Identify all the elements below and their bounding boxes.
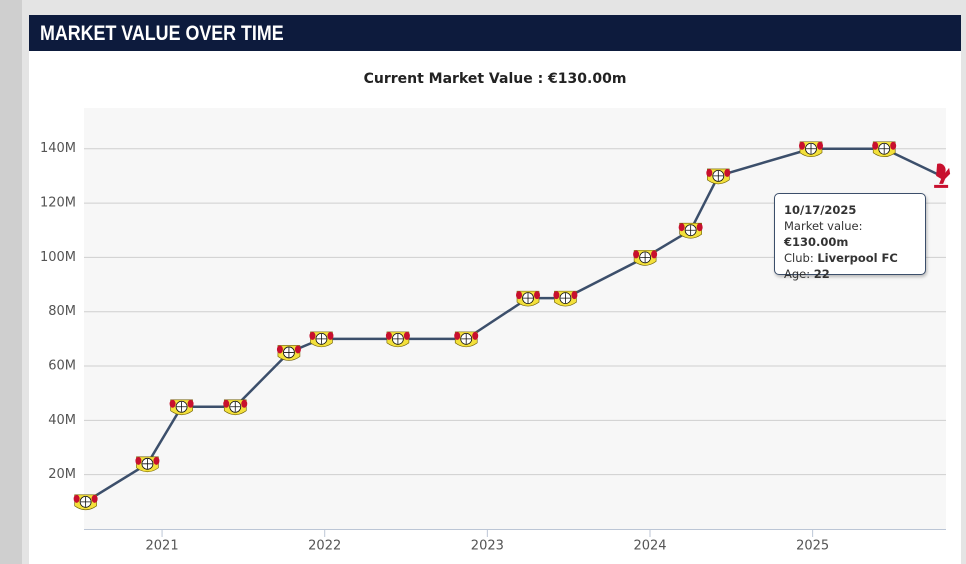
crest-lion-left (706, 168, 713, 177)
x-tick-label: 2021 (146, 539, 179, 554)
crest-cross-lines (713, 170, 724, 181)
tooltip-date: 10/17/2025 (784, 202, 916, 218)
crest-lion-left (553, 291, 560, 300)
crest-lion-right (472, 331, 479, 340)
club-crest-marker (385, 331, 410, 348)
crest-lion-left (169, 399, 176, 408)
crest-cross-lines (461, 333, 472, 344)
tooltip-value: €130.00m (784, 235, 849, 249)
club-crest-marker-lfc (934, 163, 951, 188)
crest-lion-left (799, 141, 806, 150)
crest-lion-right (294, 345, 301, 354)
crest-lion-left (678, 223, 685, 232)
y-tick-label: 40M (48, 413, 76, 428)
crest-cross-lines (283, 347, 294, 358)
club-crest-marker (553, 290, 578, 307)
club-crest-marker (872, 141, 897, 158)
crest-cross-lines (392, 333, 403, 344)
crest-cross-lines (230, 401, 241, 412)
club-crest-marker (799, 141, 824, 158)
club-crest-marker (169, 399, 194, 416)
tooltip-value: Liverpool FC (817, 251, 898, 265)
club-crest-marker (454, 331, 479, 348)
crest-cross-lines (142, 458, 153, 469)
tooltip: 10/17/2025 Market value: €130.00m Club: L… (774, 193, 926, 281)
club-crest-marker (516, 290, 541, 307)
club-crest-marker (678, 222, 703, 239)
club-crest-marker (706, 168, 731, 185)
crest-lion-left (385, 331, 392, 340)
y-tick-label: 140M (40, 141, 76, 156)
tooltip-row: Market value: €130.00m (784, 218, 916, 250)
crest-cross-lines (879, 143, 890, 154)
club-crest-marker (633, 250, 658, 266)
header-title: MARKET VALUE OVER TIME (40, 22, 284, 45)
y-tick-label: 80M (48, 304, 76, 319)
tooltip-label: Market value: (784, 219, 863, 233)
crest-lion-left (276, 345, 283, 354)
crest-lion-left (872, 141, 879, 150)
club-crest-marker (73, 494, 98, 511)
crest-lion-right (241, 399, 248, 408)
crest-lion-left (633, 250, 640, 259)
x-tick-label: 2023 (471, 539, 504, 554)
tooltip-label: Club: (784, 251, 818, 265)
crest-lion-right (403, 331, 410, 340)
crest-lion-right (890, 141, 897, 150)
crest-lion-right (817, 141, 824, 150)
tooltip-label: Age: (784, 267, 814, 281)
side-strip (0, 0, 22, 564)
crest-lion-left (454, 331, 461, 340)
x-tick-label: 2025 (796, 539, 829, 554)
crest-lion-right (187, 399, 194, 408)
crest-lion-right (534, 291, 541, 300)
crest-text (934, 184, 949, 188)
crest-lion-right (153, 456, 160, 465)
crest-cross-lines (806, 143, 817, 154)
crest-lion-right (724, 168, 731, 177)
crest-lion-left (73, 494, 80, 503)
crest-lion-left (516, 291, 523, 300)
club-crest-marker (309, 331, 334, 348)
tooltip-value: 22 (813, 267, 830, 281)
y-tick-label: 120M (40, 196, 76, 211)
crest-cross-lines (640, 252, 651, 263)
chart-subtitle: Current Market Value : €130.00m (364, 71, 627, 87)
club-crest-marker (135, 456, 160, 473)
club-crest-marker (223, 399, 248, 416)
crest-lion-right (696, 223, 703, 232)
crest-lion-right (91, 494, 98, 503)
tooltip-date-text: 10/17/2025 (784, 203, 857, 217)
crest-lion-right (327, 331, 334, 340)
x-tick-label: 2024 (633, 539, 666, 554)
header: MARKET VALUE OVER TIME (29, 15, 961, 51)
crest-lion-left (223, 399, 230, 408)
crest-lion-right (571, 291, 578, 300)
plot-background (84, 108, 946, 529)
tooltip-row: Age: 22 (784, 266, 916, 282)
crest-cross-lines (685, 225, 696, 236)
crest-lion-left (309, 331, 316, 340)
crest-cross-lines (80, 496, 91, 507)
club-crest-marker (276, 345, 301, 361)
crest-cross-lines (523, 293, 534, 304)
crest-cross-lines (316, 333, 327, 344)
crest-cross-lines (560, 293, 571, 304)
crest-lion-right (651, 250, 658, 259)
crest-cross-lines (176, 401, 187, 412)
x-tick-label: 2022 (308, 539, 341, 554)
tooltip-row: Club: Liverpool FC (784, 250, 916, 266)
series-line (84, 147, 942, 503)
crest-bird (936, 163, 951, 184)
y-tick-label: 100M (40, 250, 76, 265)
y-tick-label: 20M (48, 467, 76, 482)
crest-lion-left (135, 456, 142, 465)
y-tick-label: 60M (48, 359, 76, 374)
